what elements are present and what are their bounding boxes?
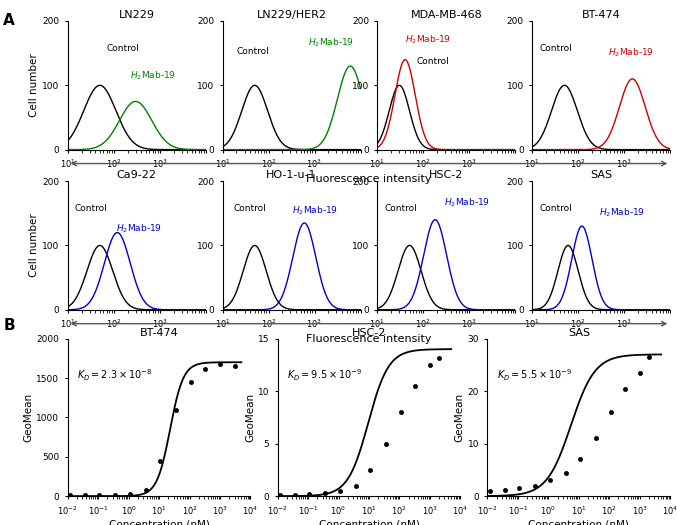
Title: HSC-2: HSC-2 xyxy=(352,328,386,338)
Title: BT-474: BT-474 xyxy=(582,10,621,20)
Text: A: A xyxy=(3,13,15,28)
Y-axis label: Cell number: Cell number xyxy=(29,214,39,277)
Text: Control: Control xyxy=(385,204,417,213)
Title: LN229: LN229 xyxy=(118,10,154,20)
Text: $\mathit{K}_D = 9.5 \times 10^{-9}$: $\mathit{K}_D = 9.5 \times 10^{-9}$ xyxy=(287,367,362,383)
X-axis label: Concentration (nM): Concentration (nM) xyxy=(528,520,630,525)
Y-axis label: Cell number: Cell number xyxy=(29,54,39,117)
Title: MDA-MB-468: MDA-MB-468 xyxy=(410,10,482,20)
X-axis label: Concentration (nM): Concentration (nM) xyxy=(108,520,210,525)
Title: BT-474: BT-474 xyxy=(139,328,179,338)
Text: Control: Control xyxy=(416,57,449,66)
Text: $\mathit{K}_D = 2.3 \times 10^{-8}$: $\mathit{K}_D = 2.3 \times 10^{-8}$ xyxy=(77,367,152,383)
Text: Control: Control xyxy=(539,204,572,213)
Y-axis label: GeoMean: GeoMean xyxy=(455,393,465,442)
Title: SAS: SAS xyxy=(568,328,590,338)
Text: $H_2$Mab-19: $H_2$Mab-19 xyxy=(598,207,645,219)
Text: Fluorescence intensity: Fluorescence intensity xyxy=(306,334,432,344)
Text: $H_2$Mab-19: $H_2$Mab-19 xyxy=(292,204,338,217)
X-axis label: Concentration (nM): Concentration (nM) xyxy=(318,520,420,525)
Text: Control: Control xyxy=(236,47,269,56)
Text: $H_2$Mab-19: $H_2$Mab-19 xyxy=(116,222,162,235)
Text: Control: Control xyxy=(74,204,108,213)
Text: $\mathit{K}_D = 5.5 \times 10^{-9}$: $\mathit{K}_D = 5.5 \times 10^{-9}$ xyxy=(497,367,572,383)
Text: Control: Control xyxy=(539,44,572,53)
Title: LN229/HER2: LN229/HER2 xyxy=(257,10,326,20)
Text: Fluorescence intensity: Fluorescence intensity xyxy=(306,174,432,184)
Title: HSC-2: HSC-2 xyxy=(429,170,464,181)
Text: Control: Control xyxy=(106,44,139,53)
Text: Control: Control xyxy=(234,204,266,213)
Text: B: B xyxy=(3,318,15,333)
Y-axis label: GeoMean: GeoMean xyxy=(245,393,255,442)
Title: HO-1-u-1: HO-1-u-1 xyxy=(266,170,317,181)
Title: Ca9-22: Ca9-22 xyxy=(116,170,156,181)
Y-axis label: GeoMean: GeoMean xyxy=(24,393,34,442)
Text: $H_2$Mab-19: $H_2$Mab-19 xyxy=(130,70,176,82)
Text: $H_2$Mab-19: $H_2$Mab-19 xyxy=(443,196,489,209)
Text: $H_2$Mab-19: $H_2$Mab-19 xyxy=(405,34,451,46)
Text: $H_2$Mab-19: $H_2$Mab-19 xyxy=(608,47,654,59)
Text: $H_2$Mab-19: $H_2$Mab-19 xyxy=(308,36,354,49)
Title: SAS: SAS xyxy=(590,170,612,181)
